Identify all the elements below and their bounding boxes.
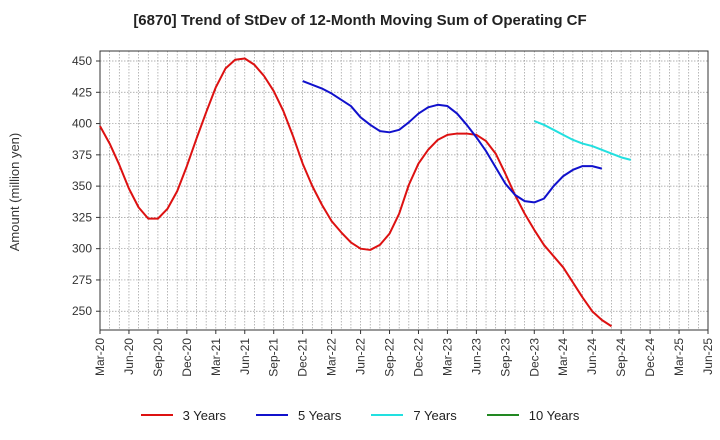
- x-tick-label: Jun-23: [469, 338, 483, 375]
- x-tick-label: Mar-25: [672, 338, 686, 376]
- x-tick-label: Dec-24: [643, 338, 657, 377]
- y-tick-label: 400: [72, 117, 92, 131]
- legend-item-10-years: 10 Years: [486, 407, 580, 423]
- legend-swatch: [371, 414, 404, 416]
- legend-label: 7 Years: [413, 407, 457, 423]
- series-line-5-years: [302, 80, 603, 204]
- x-tick-label: Jun-20: [122, 338, 136, 375]
- x-tick-label: Mar-21: [209, 338, 223, 376]
- x-tick-label: Sep-22: [383, 338, 397, 377]
- x-tick-label: Jun-22: [354, 338, 368, 375]
- legend-swatch: [140, 414, 173, 416]
- y-tick-label: 325: [72, 210, 92, 224]
- y-tick-label: 300: [72, 242, 92, 256]
- x-tick-label: Mar-23: [440, 338, 454, 376]
- legend-item-7-years: 7 Years: [371, 407, 457, 423]
- x-tick-label: Dec-23: [527, 338, 541, 377]
- legend-item-5-years: 5 Years: [256, 408, 341, 423]
- x-tick-label: Mar-20: [93, 338, 107, 376]
- x-tick-label: Sep-24: [614, 338, 628, 377]
- legend-item-3-years: 3 Years: [140, 407, 226, 423]
- x-tick-label: Dec-22: [411, 338, 425, 377]
- x-tick-label: Mar-22: [325, 338, 339, 376]
- plot-frame: [99, 50, 709, 331]
- line-chart: 250 275 300 325 350 375 400 425 450 Mar-20 Jun-20 S…: [7, 50, 715, 377]
- x-tick-label: Sep-21: [267, 338, 281, 377]
- legend-label: 3 Years: [182, 407, 226, 423]
- x-tick-label: Mar-24: [556, 338, 570, 376]
- y-tick-label: 275: [72, 273, 92, 287]
- x-tick-label: Sep-20: [151, 338, 165, 377]
- x-tick-label: Sep-23: [498, 338, 512, 377]
- x-tick-label: Jun-21: [238, 338, 252, 375]
- y-tick-label: 250: [72, 304, 92, 318]
- series-line-7-years: [533, 120, 632, 161]
- y-tick-label: 350: [72, 179, 92, 193]
- x-tick-label: Jun-24: [585, 338, 599, 375]
- y-axis-label: Amount (million yen): [7, 133, 22, 252]
- x-tick-label: Dec-21: [296, 338, 310, 377]
- y-tick-label: 425: [72, 85, 92, 99]
- legend-label: 5 Years: [298, 407, 342, 423]
- series-line-3-years: [99, 57, 613, 328]
- y-tick-label: 375: [72, 148, 92, 162]
- chart-title: [6870] Trend of StDev of 12-Month Moving…: [133, 12, 587, 29]
- y-tick-label: 450: [72, 54, 92, 68]
- legend-swatch: [256, 414, 288, 416]
- legend-swatch: [486, 414, 519, 416]
- legend-label: 10 Years: [528, 407, 580, 423]
- legend: 3 Years 5 Years 7 Years 10 Years: [0, 404, 720, 426]
- x-tick-label: Jun-25: [701, 338, 715, 375]
- x-tick-label: Dec-20: [180, 338, 194, 377]
